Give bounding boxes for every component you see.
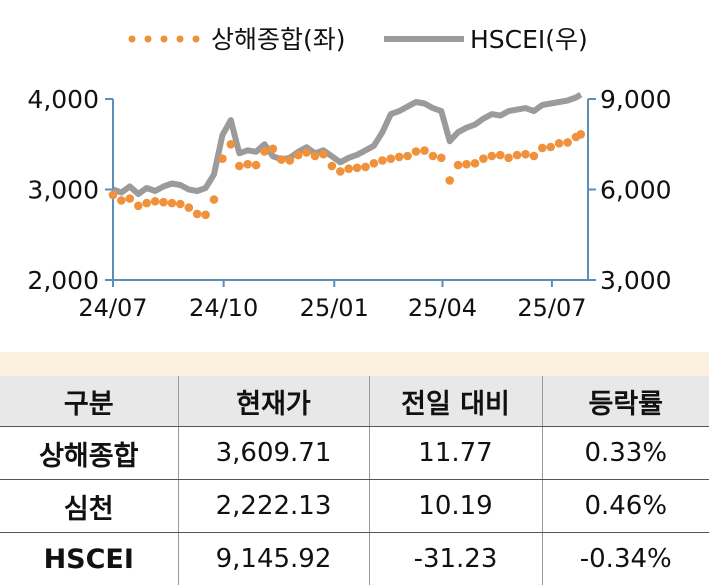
row-change: 10.19: [368, 479, 542, 533]
shanghai-point: [117, 196, 126, 205]
shanghai-point: [218, 154, 227, 163]
shanghai-point: [142, 198, 151, 208]
shanghai-point: [209, 195, 219, 204]
shanghai-point: [176, 199, 185, 209]
right-tick-label: 3,000: [600, 266, 672, 295]
shanghai-point: [437, 153, 446, 163]
axis-ticks: 2,000 3,000 4,000 3,000 6,000 9,000 24/07 24/10…: [27, 85, 671, 322]
shanghai-point: [159, 197, 168, 207]
shanghai-point: [504, 153, 513, 163]
x-tick-label: 25/01: [300, 294, 369, 322]
shanghai-point: [285, 156, 295, 165]
table-header-row: 구분 현재가 전일 대비 등락률: [0, 376, 709, 427]
index-table: 구분 현재가 전일 대비 등락률 상해종합 3,609.71 11.77 0.3…: [0, 376, 709, 585]
shanghai-point: [226, 140, 236, 149]
header-rate: 등락률: [541, 376, 709, 427]
table-row: 상해종합 3,609.71 11.77 0.33%: [0, 426, 709, 480]
shanghai-point: [479, 154, 488, 163]
shanghai-point: [563, 138, 572, 147]
shanghai-point: [268, 144, 278, 154]
shanghai-point: [251, 160, 261, 170]
shanghai-point: [108, 190, 118, 200]
shanghai-point: [554, 139, 564, 148]
shanghai-point: [134, 201, 143, 211]
shanghai-point: [386, 154, 396, 163]
shanghai-point: [192, 209, 202, 219]
x-tick-label: 25/07: [517, 294, 586, 322]
shanghai-point: [512, 150, 522, 160]
series-points-shanghai: [108, 130, 586, 220]
shanghai-point: [336, 167, 345, 176]
shanghai-point: [260, 147, 269, 156]
row-change: 11.77: [368, 426, 542, 480]
row-rate: 0.33%: [541, 426, 709, 480]
shanghai-point: [428, 151, 438, 161]
left-tick-label: 2,000: [27, 266, 99, 295]
row-change: -31.23: [368, 532, 542, 585]
shanghai-point: [487, 151, 497, 161]
shanghai-point: [445, 176, 455, 185]
section-separator: [0, 352, 709, 376]
shanghai-point: [243, 159, 252, 169]
shanghai-point: [361, 162, 370, 172]
legend-label-shanghai: 상해종합(좌): [211, 25, 346, 54]
shanghai-point: [411, 147, 421, 156]
shanghai-point: [576, 130, 586, 139]
row-name: 심천: [0, 479, 178, 533]
shanghai-point: [302, 148, 311, 157]
shanghai-point: [150, 197, 160, 206]
left-tick-label: 4,000: [27, 85, 99, 114]
chart-legend: 상해종합(좌) HSCEI(우): [128, 25, 588, 54]
shanghai-point: [310, 151, 320, 161]
row-price: 2,222.13: [177, 479, 369, 533]
row-rate: -0.34%: [541, 532, 709, 585]
shanghai-point: [538, 143, 547, 153]
table-row: HSCEI 9,145.92 -31.23 -0.34%: [0, 532, 709, 585]
shanghai-point: [235, 161, 244, 171]
shanghai-point: [201, 210, 210, 220]
shanghai-point: [495, 150, 505, 160]
shanghai-point: [277, 155, 286, 164]
shanghai-point: [369, 159, 379, 168]
row-price: 3,609.71: [177, 426, 369, 480]
shanghai-point: [546, 142, 555, 152]
shanghai-point: [378, 156, 387, 165]
row-name: HSCEI: [43, 543, 134, 575]
index-chart: 상해종합(좌) HSCEI(우) 2,000 3,000 4,000 3,000 6,0…: [27, 25, 671, 322]
shanghai-point: [529, 151, 539, 161]
shanghai-point: [420, 146, 429, 155]
row-rate: 0.46%: [541, 479, 709, 533]
shanghai-point: [125, 194, 135, 203]
left-tick-label: 3,000: [27, 176, 99, 205]
shanghai-point: [453, 160, 463, 170]
shanghai-point: [344, 164, 354, 173]
shanghai-point: [167, 198, 177, 208]
legend-label-hscei: HSCEI(우): [470, 25, 588, 54]
header-price: 현재가: [177, 376, 369, 427]
header-change: 전일 대비: [368, 376, 542, 427]
table-row: 심천 2,222.13 10.19 0.46%: [0, 479, 709, 533]
header-category: 구분: [0, 376, 178, 427]
row-price: 9,145.92: [177, 532, 369, 585]
x-tick-label: 24/07: [78, 294, 147, 322]
shanghai-point: [319, 149, 328, 159]
series-line-hscei: [111, 92, 583, 197]
shanghai-point: [352, 163, 362, 173]
right-tick-label: 9,000: [600, 85, 672, 114]
shanghai-point: [470, 159, 480, 168]
right-tick-label: 6,000: [600, 176, 672, 205]
shanghai-point: [327, 161, 337, 171]
shanghai-point: [462, 159, 471, 169]
shanghai-point: [521, 149, 530, 159]
x-tick-label: 25/04: [408, 294, 477, 322]
shanghai-point: [184, 203, 194, 212]
shanghai-point: [394, 152, 404, 162]
shanghai-point: [403, 151, 412, 161]
row-name: 상해종합: [0, 426, 178, 480]
shanghai-point: [293, 150, 303, 160]
x-tick-label: 24/10: [189, 294, 258, 322]
